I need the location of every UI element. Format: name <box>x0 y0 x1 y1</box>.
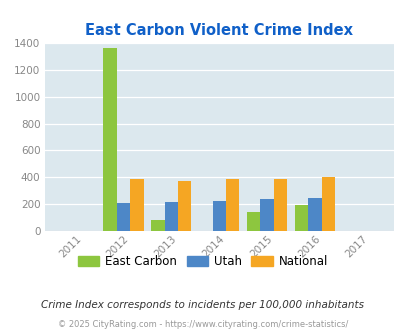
Bar <box>130 179 143 231</box>
Title: East Carbon Violent Crime Index: East Carbon Violent Crime Index <box>85 22 352 38</box>
Bar <box>178 181 191 231</box>
Bar <box>212 201 225 231</box>
Text: Crime Index corresponds to incidents per 100,000 inhabitants: Crime Index corresponds to incidents per… <box>41 300 364 310</box>
Bar <box>164 202 178 231</box>
Legend: East Carbon, Utah, National: East Carbon, Utah, National <box>73 250 332 273</box>
Bar <box>321 177 334 231</box>
Bar <box>307 198 321 231</box>
Text: © 2025 CityRating.com - https://www.cityrating.com/crime-statistics/: © 2025 CityRating.com - https://www.city… <box>58 319 347 329</box>
Bar <box>225 179 239 231</box>
Bar <box>151 220 164 231</box>
Bar <box>294 205 307 231</box>
Bar <box>246 212 260 231</box>
Bar <box>273 179 286 231</box>
Bar <box>103 48 117 231</box>
Bar <box>260 199 273 231</box>
Bar <box>117 203 130 231</box>
